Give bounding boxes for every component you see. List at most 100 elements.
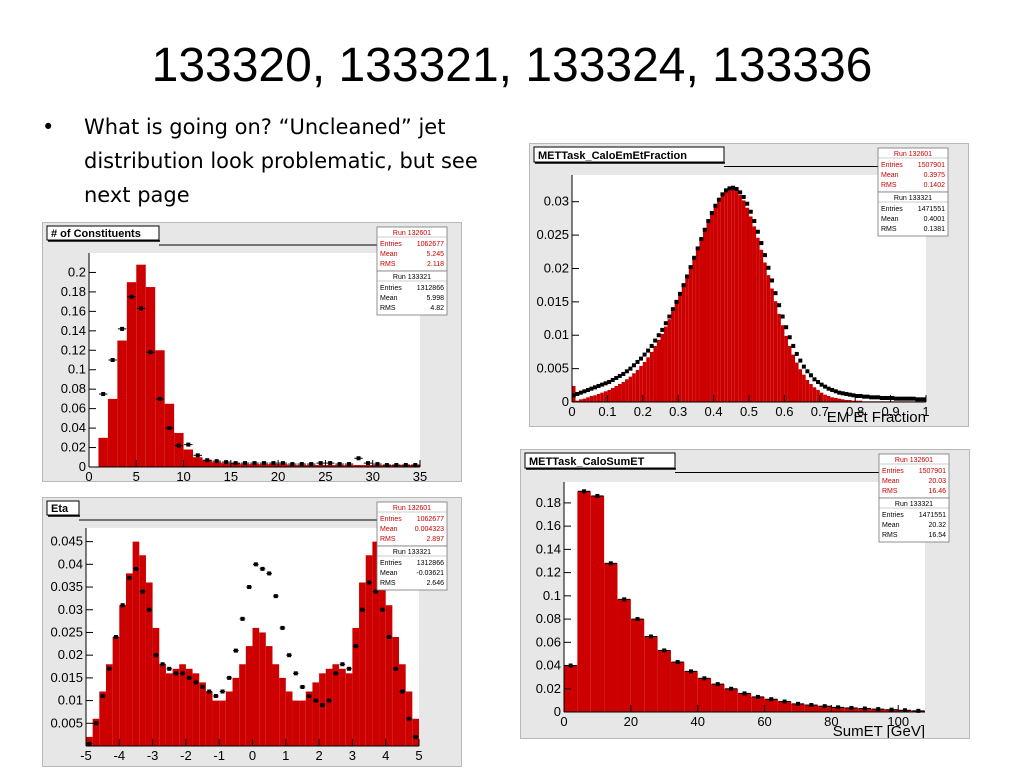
histogram-bar xyxy=(193,457,203,467)
data-point xyxy=(146,350,155,355)
data-point xyxy=(677,291,682,296)
data-point xyxy=(639,356,644,361)
stats-value: 16.46 xyxy=(928,488,946,495)
data-point xyxy=(363,461,373,466)
data-point xyxy=(571,393,576,398)
histogram-bar xyxy=(695,248,700,402)
histogram-bar xyxy=(183,449,194,467)
data-point xyxy=(911,396,916,401)
stats-value: -0.03621 xyxy=(416,570,444,577)
histogram-bar xyxy=(105,664,113,746)
data-point xyxy=(858,393,863,398)
histogram-bar xyxy=(818,706,832,712)
y-tick-label: 0 xyxy=(562,394,569,409)
histogram-bar xyxy=(132,541,140,746)
data-point xyxy=(259,461,269,466)
stats-value: 1471551 xyxy=(919,512,946,519)
histogram-bar xyxy=(174,432,184,467)
data-point xyxy=(915,397,920,402)
histogram-bar xyxy=(649,351,654,402)
data-point xyxy=(751,694,765,699)
data-point xyxy=(826,386,831,391)
data-point xyxy=(155,396,165,401)
histogram-bar xyxy=(844,707,859,712)
data-point xyxy=(886,395,891,400)
histogram-bar xyxy=(145,582,153,746)
data-point xyxy=(582,389,587,394)
data-point xyxy=(766,265,771,270)
x-tick-label: 0.9 xyxy=(882,404,900,419)
data-point xyxy=(658,648,671,653)
histogram-bar xyxy=(823,394,827,402)
data-point xyxy=(840,391,845,396)
data-point xyxy=(748,209,753,214)
stats-label: Entries xyxy=(380,285,402,292)
histogram-bar xyxy=(802,374,806,402)
stats-label: RMS xyxy=(380,536,396,543)
histogram-bar xyxy=(155,350,165,467)
data-point xyxy=(603,381,608,386)
histogram-bar xyxy=(674,303,679,402)
stats-label: Entries xyxy=(881,206,903,213)
data-point xyxy=(653,338,658,343)
x-tick-label: 40 xyxy=(690,714,704,729)
histogram-bar xyxy=(603,391,608,402)
histogram-bar xyxy=(119,605,126,746)
stats-box: Run 133321 Entries 1471551 Mean 0.4001 RMS 0.1… xyxy=(877,191,949,237)
data-point xyxy=(876,395,881,400)
data-point xyxy=(893,396,898,401)
data-point xyxy=(354,456,363,461)
x-tick-label: 0.3 xyxy=(669,404,687,419)
histogram-bar xyxy=(332,664,340,746)
histogram-bar xyxy=(706,221,711,402)
histogram-bar xyxy=(660,333,665,402)
constituents-histogram: 0 5 10 15 20 25 30 35 0 0.02 0.04 0.06 0.08 0.1 0.12 0.… xyxy=(42,222,462,482)
x-tick-label: 1 xyxy=(922,404,929,419)
stats-box: Run 132601 Entries 1062677 Mean 5.245 RMS 2.11… xyxy=(376,226,448,272)
x-tick-label: -5 xyxy=(80,748,92,763)
histogram-bar xyxy=(671,311,675,402)
histogram-bar xyxy=(773,301,778,402)
y-tick-label: 0.03 xyxy=(58,602,83,617)
histogram-bar xyxy=(325,465,335,467)
histogram-bar xyxy=(278,464,288,467)
stats-value: 1062677 xyxy=(417,241,444,248)
y-tick-label: 0.14 xyxy=(61,323,86,338)
histogram-bar xyxy=(139,555,146,746)
data-point xyxy=(762,253,767,258)
histogram-bar xyxy=(252,627,260,746)
histogram-bar xyxy=(738,195,742,402)
y-tick-label: 0.045 xyxy=(50,534,83,549)
histogram-bar xyxy=(240,464,250,467)
x-tick-label: 100 xyxy=(887,714,909,729)
stats-label: Mean xyxy=(380,251,398,258)
data-point xyxy=(791,701,805,706)
stats-value: 0.1402 xyxy=(924,182,946,189)
histogram-bar xyxy=(145,287,156,467)
histogram-bar xyxy=(249,464,260,467)
stats-value: 2.118 xyxy=(427,261,444,268)
data-point xyxy=(288,462,297,467)
data-point xyxy=(339,662,346,667)
data-point xyxy=(231,461,240,466)
data-point xyxy=(253,562,259,567)
x-tick-label: 2 xyxy=(315,748,322,763)
y-tick-label: 0.015 xyxy=(50,670,83,685)
data-point xyxy=(352,644,359,649)
data-point xyxy=(755,229,760,234)
histogram-bar xyxy=(833,397,838,402)
histogram-bar xyxy=(365,555,373,746)
histogram-bar xyxy=(305,691,313,746)
data-point xyxy=(86,741,93,746)
histogram-bar xyxy=(812,387,817,402)
histogram-bar xyxy=(359,582,366,746)
stats-label: Mean xyxy=(882,478,900,485)
data-point xyxy=(684,669,698,674)
data-point xyxy=(174,443,184,448)
data-point xyxy=(738,691,751,696)
data-point xyxy=(286,653,292,658)
data-point xyxy=(865,394,870,399)
stats-label: Mean xyxy=(380,526,398,533)
stats-box: Run 132601 Entries 1507901 Mean 0.3975 RMS 0.1… xyxy=(877,147,949,193)
stats-value: 1507901 xyxy=(918,162,945,169)
